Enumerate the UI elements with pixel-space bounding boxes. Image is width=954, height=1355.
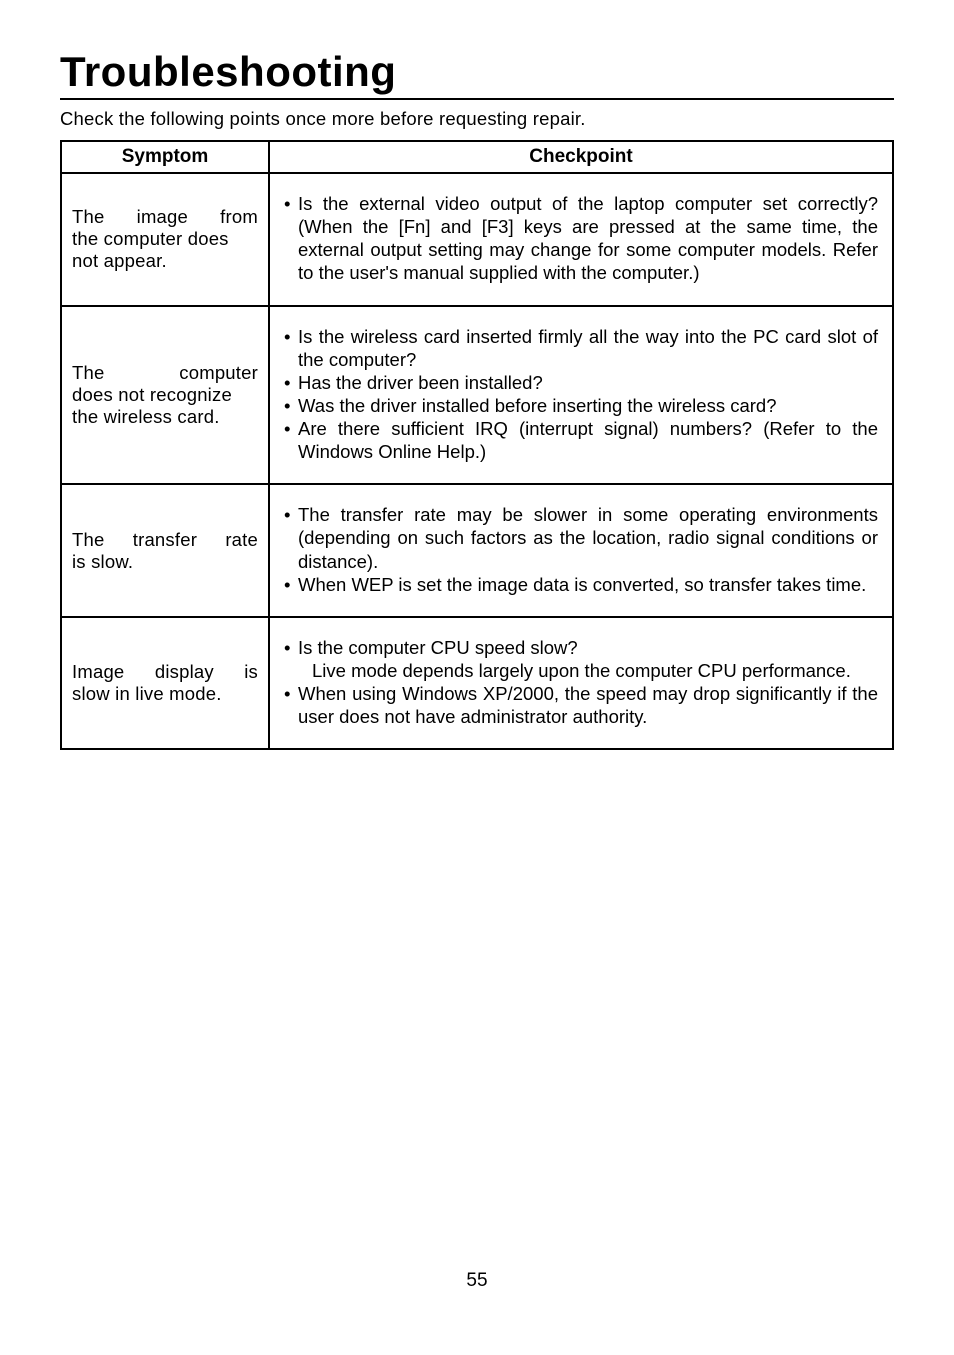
symptom-line: does not recognize <box>72 384 258 406</box>
checkpoint-item: Is the external video output of the lapt… <box>284 192 878 285</box>
symptom-line: not appear. <box>72 250 258 272</box>
symptom-line: The image from <box>72 206 258 228</box>
intro-text: Check the following points once more bef… <box>60 108 894 130</box>
symptom-line: the computer does <box>72 228 258 250</box>
col-header-symptom: Symptom <box>61 141 269 173</box>
table-row: The computerdoes not recognizethe wirele… <box>61 306 893 485</box>
checkpoint-item: Is the computer CPU speed slow?Live mode… <box>284 636 878 682</box>
checkpoint-list: Is the computer CPU speed slow?Live mode… <box>284 636 878 729</box>
symptom-cell: The image fromthe computer doesnot appea… <box>61 173 269 306</box>
checkpoint-cell: Is the wireless card inserted firmly all… <box>269 306 893 485</box>
symptom-line: The transfer rate <box>72 529 258 551</box>
table-header-row: Symptom Checkpoint <box>61 141 893 173</box>
checkpoint-item: Has the driver been installed? <box>284 371 878 394</box>
symptom-line: Image display is <box>72 661 258 683</box>
checkpoint-subtext: Live mode depends largely upon the compu… <box>298 659 878 682</box>
checkpoint-item: When WEP is set the image data is conver… <box>284 573 878 596</box>
page-number: 55 <box>60 1270 894 1292</box>
checkpoint-item: Is the wireless card inserted firmly all… <box>284 325 878 371</box>
symptom-cell: Image display isslow in live mode. <box>61 617 269 750</box>
symptom-line: the wireless card. <box>72 406 258 428</box>
table-row: The transfer rateis slow.The transfer ra… <box>61 484 893 617</box>
table-row: Image display isslow in live mode. Is the… <box>61 617 893 750</box>
checkpoint-cell: Is the computer CPU speed slow?Live mode… <box>269 617 893 750</box>
title-rule <box>60 98 894 100</box>
checkpoint-item: When using Windows XP/2000, the speed ma… <box>284 682 878 728</box>
page-title: Troubleshooting <box>60 48 894 96</box>
symptom-cell: The computerdoes not recognizethe wirele… <box>61 306 269 485</box>
table-body: The image fromthe computer doesnot appea… <box>61 173 893 749</box>
checkpoint-list: Is the wireless card inserted firmly all… <box>284 325 878 464</box>
checkpoint-list: Is the external video output of the lapt… <box>284 192 878 285</box>
checkpoint-cell: Is the external video output of the lapt… <box>269 173 893 306</box>
checkpoint-item: Was the driver installed before insertin… <box>284 394 878 417</box>
troubleshooting-table: Symptom Checkpoint The image fromthe com… <box>60 140 894 750</box>
checkpoint-list: The transfer rate may be slower in some … <box>284 503 878 596</box>
checkpoint-cell: The transfer rate may be slower in some … <box>269 484 893 617</box>
col-header-checkpoint: Checkpoint <box>269 141 893 173</box>
table-row: The image fromthe computer doesnot appea… <box>61 173 893 306</box>
symptom-line: slow in live mode. <box>72 683 258 705</box>
symptom-cell: The transfer rateis slow. <box>61 484 269 617</box>
checkpoint-item: Are there sufficient IRQ (interrupt sign… <box>284 417 878 463</box>
symptom-line: The computer <box>72 362 258 384</box>
symptom-line: is slow. <box>72 551 258 573</box>
checkpoint-item: The transfer rate may be slower in some … <box>284 503 878 572</box>
